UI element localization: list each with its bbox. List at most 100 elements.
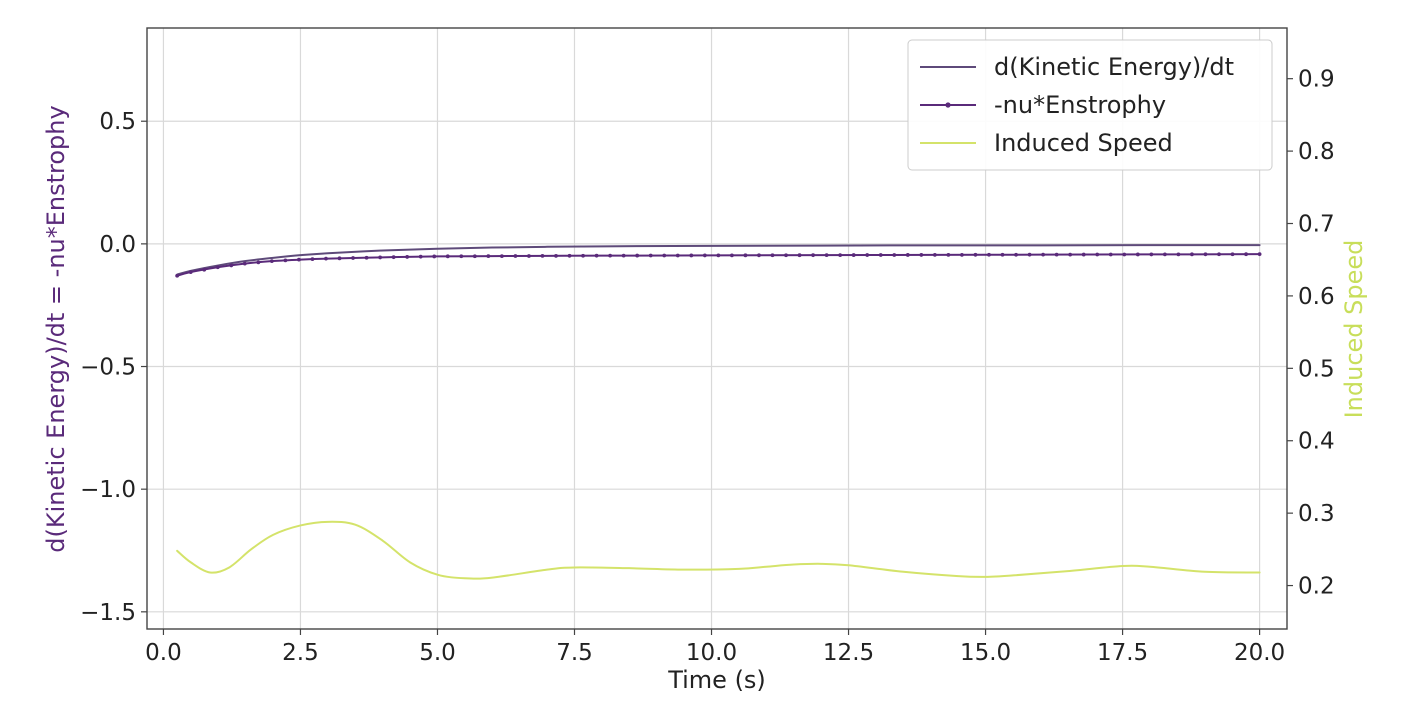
legend-label-enstrophy: -nu*Enstrophy — [994, 91, 1166, 119]
x-tick-label: 7.5 — [556, 640, 593, 666]
series-enstrophy-marker — [1203, 252, 1208, 257]
right-y-tick-label: 0.2 — [1298, 574, 1335, 600]
series-enstrophy-line — [176, 253, 1261, 277]
series-enstrophy-marker — [797, 253, 802, 258]
legend-marker-enstrophy — [945, 102, 951, 108]
series-enstrophy-marker — [621, 253, 626, 258]
right-y-tick-label: 0.6 — [1298, 284, 1335, 310]
series-enstrophy-marker — [905, 253, 910, 257]
right-y-tick-label: 0.4 — [1298, 429, 1335, 455]
series-enstrophy-marker — [1244, 252, 1248, 257]
series-enstrophy-marker — [689, 253, 694, 258]
series-enstrophy-marker — [256, 260, 261, 265]
series-enstrophy-marker — [310, 257, 315, 262]
left-y-tick-label: −1.0 — [80, 477, 136, 503]
series-enstrophy-marker — [1000, 252, 1005, 257]
x-tick-label: 2.5 — [282, 640, 319, 666]
left-y-tick-label: 0.5 — [99, 109, 136, 135]
series-enstrophy-marker — [1081, 252, 1086, 257]
left-y-axis-label: d(Kinetic Energy)/dt = -nu*Enstrophy — [42, 105, 70, 552]
series-enstrophy-marker — [824, 253, 829, 258]
right-y-tick-label: 0.5 — [1298, 356, 1335, 382]
right-y-axis-label: Induced Speed — [1340, 240, 1368, 419]
series-enstrophy-marker — [784, 253, 788, 258]
series-enstrophy-marker — [730, 253, 734, 258]
legend: d(Kinetic Energy)/dt -nu*Enstrophy Induc… — [907, 39, 1273, 171]
series-enstrophy-marker — [960, 252, 964, 257]
series-enstrophy-marker — [445, 254, 450, 259]
series-enstrophy-marker — [608, 253, 613, 258]
series-dke-line — [176, 244, 1261, 276]
series-enstrophy-marker — [675, 253, 680, 258]
series-enstrophy-marker — [364, 255, 369, 260]
series-enstrophy-marker — [378, 255, 383, 260]
series-enstrophy-marker — [851, 253, 856, 257]
left-y-tick-label: −1.5 — [80, 600, 136, 626]
series-enstrophy-marker — [513, 254, 518, 258]
series-enstrophy-marker — [1027, 252, 1032, 257]
series-enstrophy-marker — [297, 257, 301, 262]
series-enstrophy-marker — [242, 261, 247, 266]
series-enstrophy-marker — [919, 253, 924, 257]
left-y-tick-label: −0.5 — [80, 355, 136, 381]
series-enstrophy-marker — [1149, 252, 1154, 257]
x-tick-label: 0.0 — [145, 640, 182, 666]
series-enstrophy-marker — [987, 252, 991, 257]
series-enstrophy-marker — [418, 254, 423, 259]
series-enstrophy-marker — [1190, 252, 1194, 257]
legend-label-dke: d(Kinetic Energy)/dt — [994, 53, 1234, 81]
series-enstrophy-marker — [1068, 252, 1073, 257]
series-enstrophy-marker — [932, 252, 937, 257]
series-enstrophy-marker — [865, 253, 870, 257]
series-enstrophy-marker — [662, 253, 667, 258]
series-enstrophy-marker — [1041, 252, 1046, 257]
x-tick-label: 17.5 — [1097, 640, 1148, 666]
series-enstrophy-marker — [472, 254, 477, 259]
x-tick-label: 10.0 — [686, 640, 737, 666]
series-enstrophy-marker — [188, 270, 193, 275]
series-enstrophy-marker — [702, 253, 707, 258]
series-enstrophy-marker — [229, 263, 234, 268]
series-enstrophy-marker — [175, 273, 180, 278]
series-enstrophy-marker — [405, 255, 410, 259]
series-enstrophy-marker — [1014, 252, 1018, 257]
series-enstrophy-marker — [202, 267, 207, 272]
legend-label-speed: Induced Speed — [994, 129, 1173, 157]
series-enstrophy-marker — [1162, 252, 1167, 257]
right-y-tick-label: 0.3 — [1298, 501, 1335, 527]
series-enstrophy-marker — [1217, 252, 1221, 257]
left-y-axis: 0.5 0.0 −0.5 −1.0 −1.5 — [80, 109, 147, 626]
series-enstrophy-marker — [1095, 252, 1100, 257]
series-enstrophy-marker — [1135, 252, 1140, 257]
series-enstrophy-marker — [567, 253, 572, 258]
series-enstrophy-marker — [811, 253, 815, 258]
series-enstrophy-marker — [459, 254, 464, 259]
series-speed-line — [176, 520, 1261, 580]
series-enstrophy-marker — [1257, 252, 1262, 257]
series-enstrophy-marker — [973, 252, 978, 257]
x-tick-label: 15.0 — [960, 640, 1011, 666]
series-enstrophy-marker — [351, 256, 355, 260]
series-enstrophy-marker — [337, 256, 342, 261]
right-y-axis: 0.9 0.8 0.7 0.6 0.5 0.4 0.3 0.2 — [1287, 67, 1335, 600]
series-enstrophy-marker — [540, 254, 545, 258]
series-enstrophy-marker — [432, 254, 437, 259]
series-layer — [175, 244, 1262, 580]
series-enstrophy-marker — [215, 265, 220, 270]
series-enstrophy-marker — [391, 255, 396, 260]
series-enstrophy-marker — [838, 253, 843, 258]
series-enstrophy-marker — [1176, 252, 1181, 257]
series-enstrophy-marker — [946, 252, 951, 257]
series-enstrophy-marker — [635, 253, 640, 258]
right-y-tick-label: 0.7 — [1298, 212, 1335, 238]
series-enstrophy-marker — [757, 253, 761, 258]
series-enstrophy-marker — [743, 253, 748, 258]
series-enstrophy-marker — [581, 253, 585, 258]
left-y-tick-label: 0.0 — [99, 232, 136, 258]
series-enstrophy-marker — [499, 254, 504, 258]
series-enstrophy-marker — [269, 259, 274, 264]
series-enstrophy-marker — [878, 253, 883, 257]
x-tick-label: 5.0 — [419, 640, 456, 666]
x-tick-label: 20.0 — [1234, 640, 1285, 666]
